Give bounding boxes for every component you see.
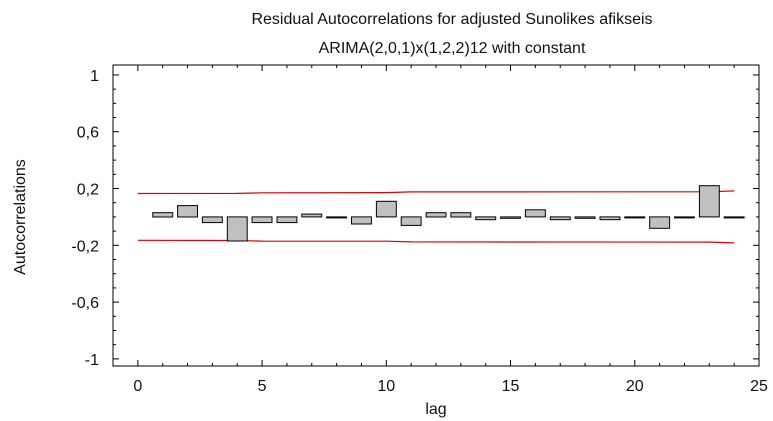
acf-bar — [326, 216, 348, 219]
y-tick-label: 0,6 — [77, 125, 99, 142]
acf-bar — [524, 209, 546, 218]
y-tick-label: -1 — [85, 352, 99, 369]
y-tick-label: 0,2 — [77, 182, 99, 199]
acf-bar — [226, 216, 248, 242]
acf-bar — [152, 212, 174, 218]
acf-bar — [425, 212, 447, 218]
acf-bar — [599, 216, 621, 221]
x-tick-label: 25 — [750, 378, 768, 395]
acf-bar — [674, 216, 695, 219]
acf-bar — [450, 212, 472, 218]
acf-bar — [624, 216, 646, 219]
acf-bar — [574, 216, 596, 219]
y-axis-label: Autocorrelations — [12, 159, 29, 275]
chart-subtitle: ARIMA(2,0,1)x(1,2,2)12 with constant — [319, 40, 586, 57]
chart-title: Residual Autocorrelations for adjusted S… — [251, 11, 652, 28]
acf-bar — [301, 213, 323, 218]
x-axis-label: lag — [425, 401, 446, 418]
x-tick-label: 5 — [258, 378, 267, 395]
y-tick-label: -0,6 — [71, 295, 99, 312]
acf-bar — [177, 205, 199, 218]
x-tick-label: 15 — [502, 378, 520, 395]
acf-bar — [276, 216, 298, 224]
chart-marks: 0 5 10 15 20 25 -1 -0,6 -0,2 0,2 0,6 1 — [71, 65, 768, 395]
y-tick-label: 1 — [90, 68, 99, 85]
acf-bar — [400, 216, 422, 226]
y-tick-label: -0,2 — [71, 238, 99, 255]
acf-bar — [500, 216, 522, 219]
acf-bar — [375, 200, 397, 218]
x-tick-label: 20 — [626, 378, 644, 395]
x-tick-label: 0 — [133, 378, 142, 395]
acf-bar — [201, 216, 223, 224]
acf-bar — [475, 216, 497, 221]
acf-bar — [251, 216, 273, 224]
acf-bar — [649, 216, 671, 229]
upper-confidence-limit — [137, 190, 735, 195]
acf-bar — [351, 216, 372, 225]
acf-bar — [698, 185, 720, 218]
acf-bar — [723, 216, 745, 219]
acf-bar — [549, 216, 571, 221]
x-tick-label: 10 — [377, 378, 395, 395]
